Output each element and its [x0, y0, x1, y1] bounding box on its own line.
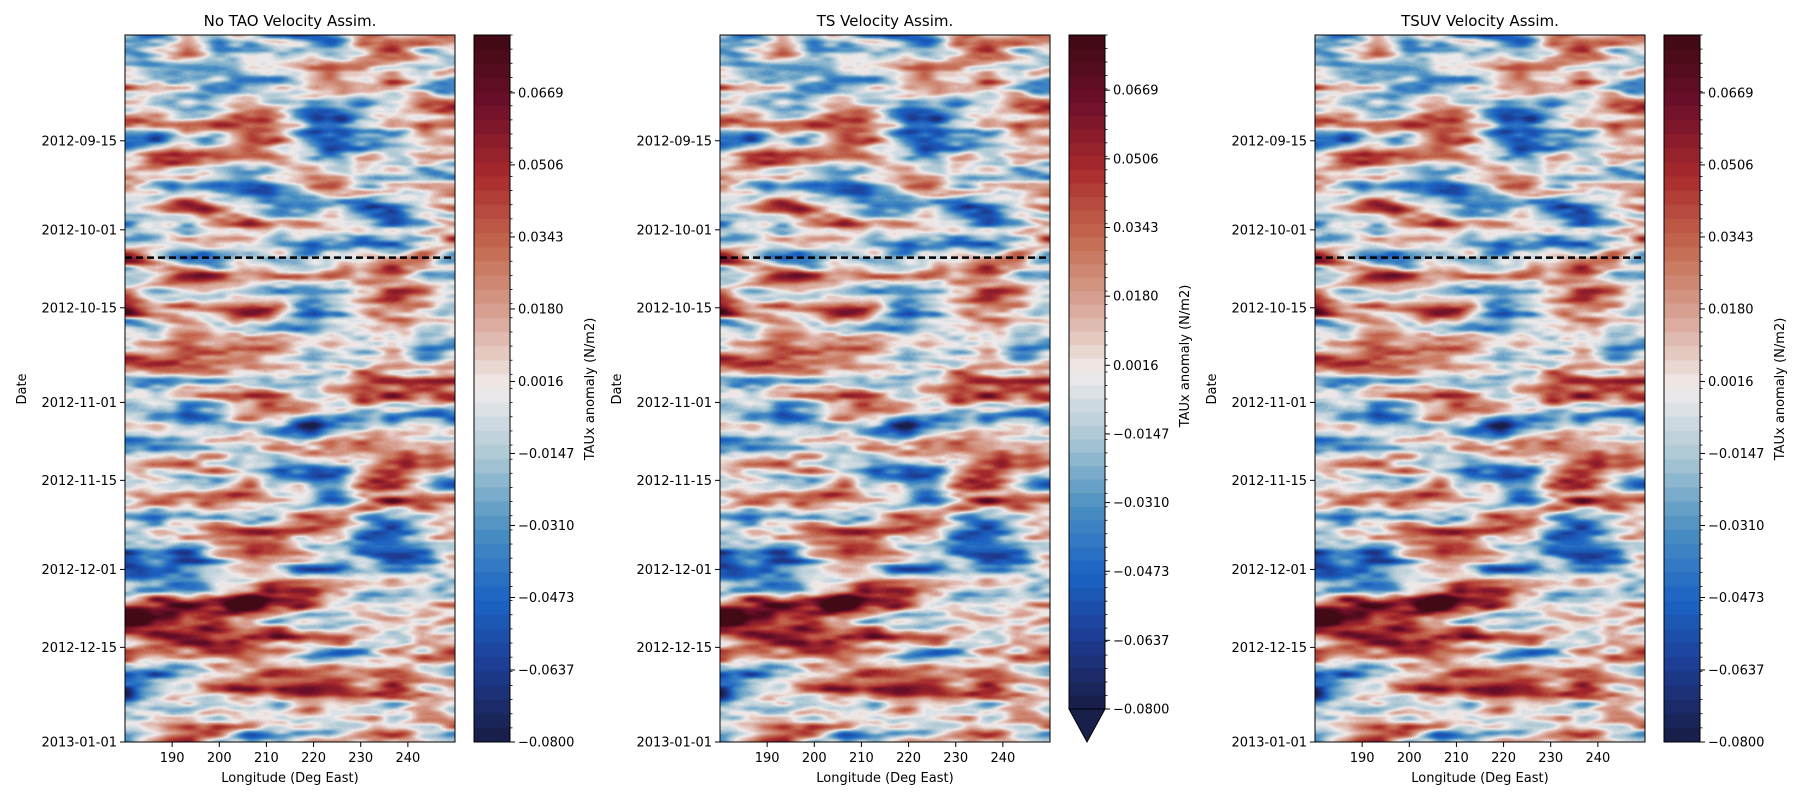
y-axis-label: Date [1205, 373, 1220, 404]
colorbar-tick-label: 0.0016 [1708, 375, 1754, 390]
y-tick-label: 2013-01-01 [636, 736, 712, 751]
x-tick-label: 200 [1397, 751, 1422, 766]
colorbar [474, 35, 510, 742]
x-tick-label: 230 [348, 751, 373, 766]
colorbar-tick-label: −0.0800 [518, 736, 574, 751]
y-tick-label: 2012-12-01 [1231, 563, 1307, 578]
x-tick-label: 230 [943, 751, 968, 766]
x-tick-label: 190 [755, 751, 780, 766]
x-tick-label: 210 [1444, 751, 1469, 766]
colorbar-tick-label: −0.0637 [518, 663, 574, 678]
y-tick-label: 2012-11-15 [1231, 474, 1307, 489]
axes-frame [124, 34, 456, 743]
heatmap-field [125, 35, 455, 742]
y-tick-label: 2013-01-01 [1231, 736, 1307, 751]
y-tick-label: 2012-10-15 [636, 301, 712, 316]
panel-title: TS Velocity Assim. [816, 12, 954, 30]
y-tick-label: 2013-01-01 [41, 736, 117, 751]
colorbar-tick-label: 0.0506 [1708, 158, 1754, 173]
x-tick-label: 200 [207, 751, 232, 766]
colorbar-tick-label: 0.0669 [518, 86, 564, 101]
colorbar [1664, 35, 1700, 742]
x-tick-label: 190 [160, 751, 185, 766]
x-tick-label: 220 [301, 751, 326, 766]
colorbar-tick-label: −0.0473 [1113, 565, 1169, 580]
y-tick-label: 2012-09-15 [636, 134, 712, 149]
colorbar-tick-label: 0.0669 [1708, 86, 1754, 101]
colorbar-tick-label: −0.0147 [1708, 447, 1764, 462]
colorbar-tick-label: 0.0669 [1113, 84, 1159, 99]
colorbar-tick-label: −0.0637 [1113, 634, 1169, 649]
colorbar-tick-label: 0.0180 [518, 302, 564, 317]
colorbar-label: TAUx anomaly (N/m2) [1773, 318, 1788, 462]
y-tick-label: 2012-09-15 [1231, 134, 1307, 149]
colorbar-tick-label: 0.0506 [1113, 152, 1159, 167]
colorbar-tick-label: 0.0180 [1113, 290, 1159, 305]
y-tick-label: 2012-10-15 [41, 301, 117, 316]
y-axis-label: Date [610, 373, 625, 404]
x-tick-label: 240 [990, 751, 1015, 766]
y-tick-label: 2012-11-15 [636, 474, 712, 489]
x-tick-label: 240 [1585, 751, 1610, 766]
colorbar-tick-label: 0.0016 [518, 375, 564, 390]
y-tick-label: 2012-12-01 [41, 563, 117, 578]
panel-title: TSUV Velocity Assim. [1400, 12, 1559, 30]
colorbar-tick-label: 0.0343 [1113, 221, 1159, 236]
y-tick-label: 2012-10-15 [1231, 301, 1307, 316]
x-tick-label: 190 [1350, 751, 1375, 766]
colorbar-tick-label: −0.0310 [518, 519, 574, 534]
x-tick-label: 230 [1538, 751, 1563, 766]
colorbar-tick-label: −0.0800 [1113, 703, 1169, 718]
colorbar-tick-label: 0.0506 [518, 158, 564, 173]
axes-frame [1314, 34, 1646, 743]
y-tick-label: 2012-09-15 [41, 134, 117, 149]
x-tick-label: 200 [802, 751, 827, 766]
x-tick-label: 220 [896, 751, 921, 766]
y-tick-label: 2012-12-01 [636, 563, 712, 578]
y-tick-label: 2012-12-15 [636, 641, 712, 656]
x-tick-label: 220 [1491, 751, 1516, 766]
colorbar-tick-label: −0.0147 [1113, 427, 1169, 442]
y-tick-label: 2012-12-15 [1231, 641, 1307, 656]
colorbar-tick-label: 0.0343 [518, 230, 564, 245]
colorbar-tick-label: −0.0147 [518, 447, 574, 462]
x-axis-label: Longitude (Deg East) [221, 771, 358, 786]
colorbar-tick-label: −0.0473 [518, 591, 574, 606]
panel-no-tao: No TAO Velocity Assim. Longitude (Deg Ea… [15, 12, 598, 786]
colorbar-tick-label: −0.0637 [1708, 663, 1764, 678]
colorbar-tick-label: 0.0016 [1113, 359, 1159, 374]
y-tick-label: 2012-12-15 [41, 641, 117, 656]
heatmap-field [720, 35, 1050, 742]
colorbar-tick-label: −0.0310 [1708, 519, 1764, 534]
colorbar-tick-label: −0.0473 [1708, 591, 1764, 606]
colorbar-label: TAUx anomaly (N/m2) [1178, 285, 1193, 429]
y-tick-label: 2012-11-15 [41, 474, 117, 489]
y-tick-label: 2012-10-01 [636, 223, 712, 238]
colorbar-tick-label: −0.0800 [1708, 736, 1764, 751]
y-tick-label: 2012-11-01 [41, 396, 117, 411]
x-tick-label: 210 [254, 751, 279, 766]
y-tick-label: 2012-10-01 [41, 223, 117, 238]
colorbar-tick-label: 0.0343 [1708, 230, 1754, 245]
colorbar-tick-label: 0.0180 [1708, 302, 1754, 317]
panel-title: No TAO Velocity Assim. [204, 12, 377, 30]
x-axis-label: Longitude (Deg East) [816, 771, 953, 786]
colorbar-label: TAUx anomaly (N/m2) [583, 318, 598, 462]
y-tick-label: 2012-11-01 [636, 396, 712, 411]
y-tick-label: 2012-11-01 [1231, 396, 1307, 411]
x-axis-label: Longitude (Deg East) [1411, 771, 1548, 786]
y-axis-label: Date [15, 373, 30, 404]
colorbar-extend-min [1068, 708, 1106, 744]
colorbar [1069, 35, 1105, 709]
panel-tsuv: TSUV Velocity Assim. Longitude (Deg East… [1205, 12, 1788, 786]
y-tick-label: 2012-10-01 [1231, 223, 1307, 238]
colorbar-tick-label: −0.0310 [1113, 496, 1169, 511]
panel-ts: TS Velocity Assim. Longitude (Deg East) … [610, 12, 1193, 786]
x-tick-label: 240 [395, 751, 420, 766]
heatmap-field [1315, 35, 1645, 742]
x-tick-label: 210 [849, 751, 874, 766]
axes-frame [719, 34, 1051, 743]
